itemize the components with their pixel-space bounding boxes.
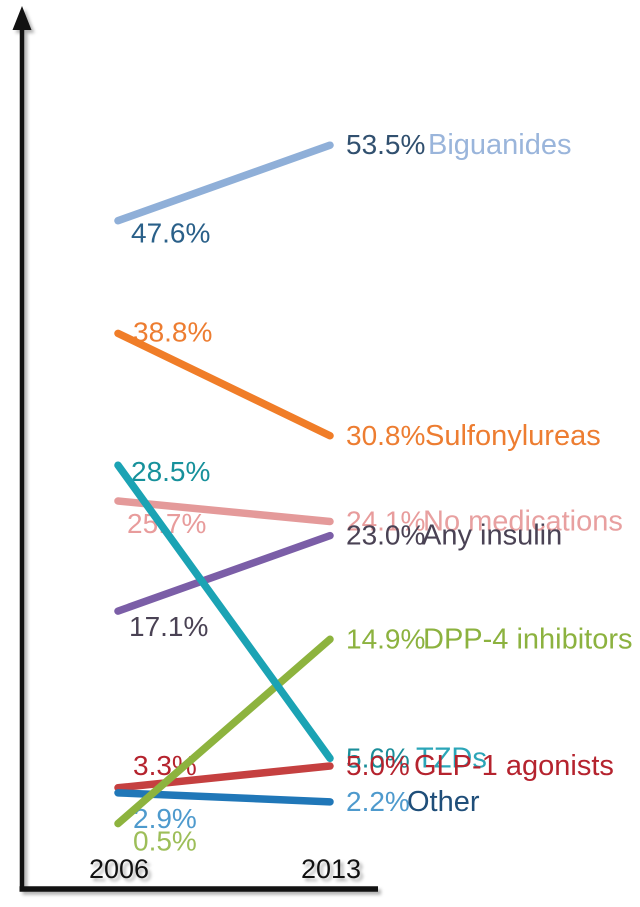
series-label-other: Other: [407, 786, 480, 818]
line-any-insulin: [114, 531, 334, 615]
line-no-medications: [114, 497, 334, 526]
series-label-tzds: TZDs: [416, 742, 487, 774]
value-2006-dpp-4-inhibitors: 0.5%: [133, 826, 197, 857]
series-label-glp-1-agonists: GLP-1 agonists: [414, 750, 614, 782]
series-label-any-insulin: Any insulin: [422, 520, 562, 552]
value-2006-sulfonylureas: 38.8%: [133, 316, 212, 347]
axes: 2006 2013: [12, 6, 378, 892]
value-2013-biguanides: 53.5%: [346, 129, 425, 160]
line-dpp-4-inhibitors: [114, 635, 334, 828]
line-glp-1-agonists: [114, 762, 334, 792]
line-sulfonylureas: [114, 329, 334, 440]
value-2013-no-medications: 24.1%: [346, 506, 425, 537]
value-2006-tzds: 28.5%: [131, 456, 210, 487]
line-tzds: [114, 461, 334, 763]
value-2013-glp-1-agonists: 5.0%: [346, 750, 410, 781]
value-2006-biguanides: 47.6%: [131, 218, 210, 249]
series-label-dpp-4-inhibitors: DPP-4 inhibitors: [423, 623, 633, 655]
slope-lines: [114, 141, 334, 828]
left-value-labels: 47.6%38.8%25.7%17.1%0.5%28.5%3.3%2.9%: [127, 218, 212, 857]
value-2006-other: 2.9%: [133, 803, 197, 834]
value-2013-tzds: 5.6%: [346, 742, 410, 773]
x-tick-label-2013: 2013: [301, 854, 361, 884]
series-label-biguanides: Biguanides: [428, 129, 572, 161]
x-tick-label-2006: 2006: [89, 854, 149, 884]
right-labels: 53.5% Biguanides 30.8% Sulfonylureas 24.1%No…: [346, 129, 633, 818]
value-2013-any-insulin: 23.0%: [346, 520, 425, 551]
value-2013-sulfonylureas: 30.8%: [346, 420, 425, 451]
y-axis-arrowhead-icon: [12, 6, 32, 30]
value-2006-any-insulin: 17.1%: [129, 611, 208, 642]
value-2013-other: 2.2%: [346, 786, 410, 817]
series-label-no-medications: No medications: [423, 506, 623, 538]
line-biguanides: [114, 141, 334, 225]
value-2013-dpp-4-inhibitors: 14.9%: [346, 623, 425, 654]
series-label-sulfonylureas: Sulfonylureas: [425, 420, 601, 452]
